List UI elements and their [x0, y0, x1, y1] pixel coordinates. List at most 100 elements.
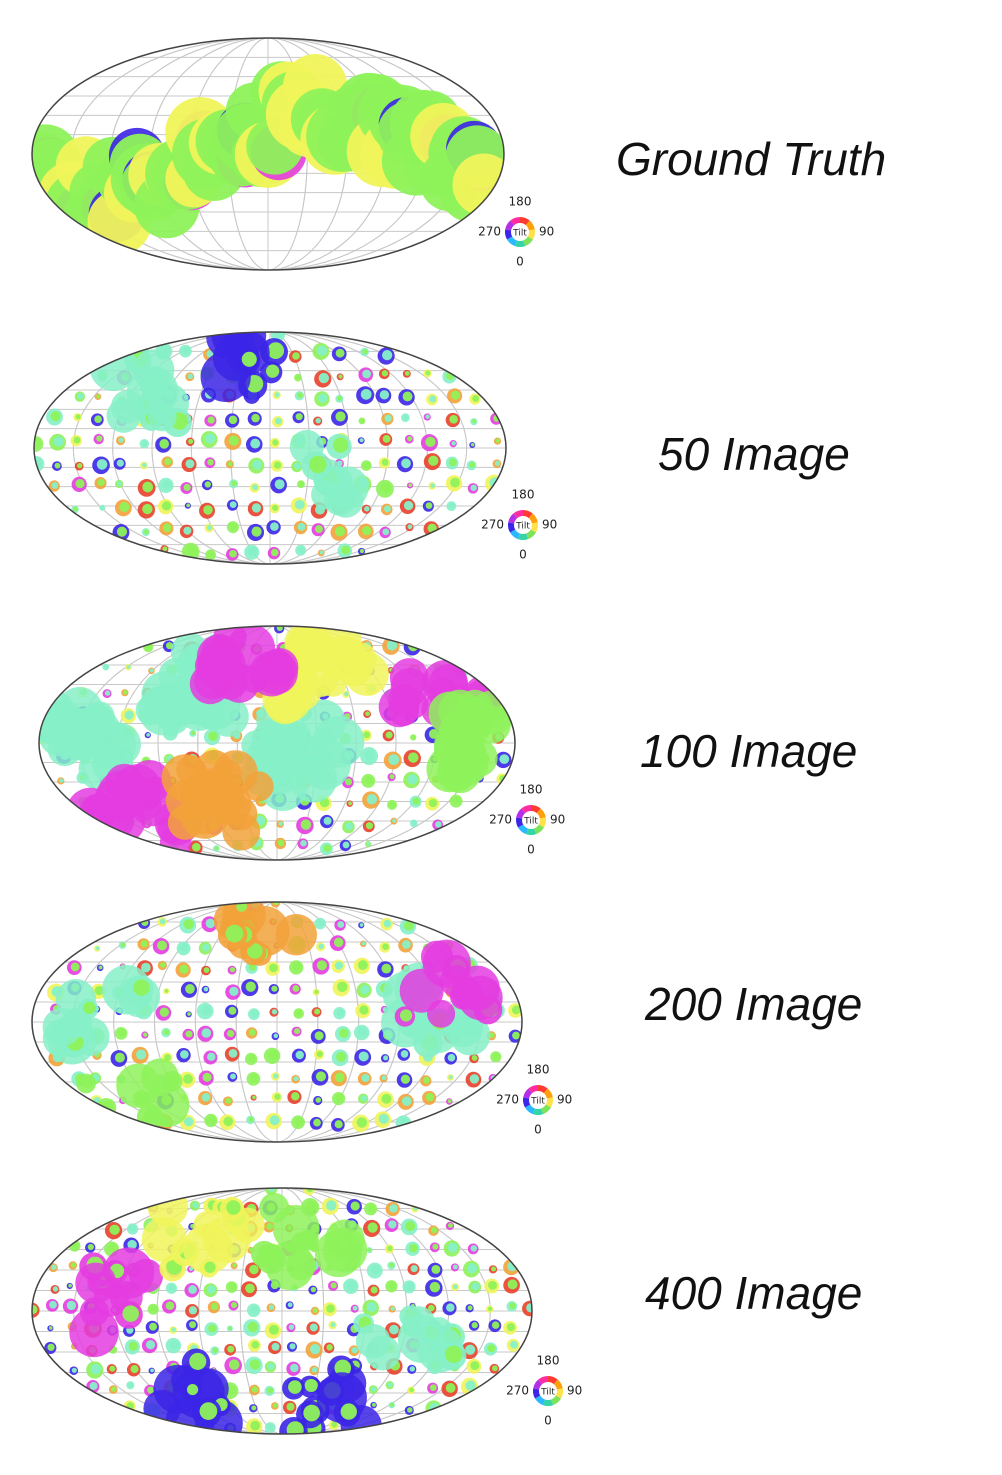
orientation-marker-core	[364, 506, 370, 512]
orientation-marker-core	[159, 918, 166, 925]
orientation-marker-core	[347, 1280, 357, 1291]
orientation-marker-core	[274, 479, 285, 490]
orientation-marker-core	[429, 1281, 441, 1293]
orientation-marker-core	[157, 940, 167, 951]
orientation-marker-core	[205, 433, 216, 444]
orientation-marker-core	[250, 1074, 259, 1083]
orientation-marker-core	[367, 1204, 376, 1213]
orientation-marker-core	[273, 461, 282, 469]
orientation-marker-core	[345, 822, 354, 831]
tilt-colorwheel: Tilt 180 0 270 90	[489, 783, 565, 857]
orientation-marker-core	[342, 841, 350, 849]
orientation-marker-core	[472, 419, 477, 424]
orientation-marker-core	[297, 392, 303, 399]
orientation-marker-core	[453, 1284, 458, 1290]
orientation-marker-core	[450, 477, 460, 488]
orientation-marker-core	[300, 819, 312, 830]
orientation-marker-core	[164, 458, 172, 465]
orientation-marker-core	[499, 754, 510, 765]
colorwheel-label-left: 270	[481, 518, 504, 532]
orientation-marker-core	[314, 1031, 324, 1041]
orientation-marker-core	[389, 801, 396, 808]
orientation-marker-core	[245, 1283, 255, 1294]
orientation-marker-core	[269, 1115, 280, 1126]
orientation-marker-core	[70, 962, 80, 972]
colorwheel-label-right: 90	[542, 518, 557, 532]
orientation-marker-core	[361, 941, 366, 946]
orientation-marker-core	[388, 1281, 396, 1290]
orientation-marker-core	[389, 774, 395, 780]
orientation-marker-core	[116, 459, 124, 467]
orientation-marker-core	[487, 1344, 496, 1353]
orientation-marker-core	[402, 391, 413, 402]
orientation-marker-core	[223, 1116, 233, 1127]
orientation-marker-core	[263, 1248, 282, 1267]
projection-area	[32, 38, 504, 270]
orientation-marker-core	[94, 986, 104, 996]
orientation-marker-core	[229, 501, 237, 508]
orientation-marker-core	[310, 1343, 321, 1355]
orientation-marker-core	[366, 1302, 377, 1313]
orientation-marker-core	[382, 528, 390, 536]
orientation-marker-core	[405, 1282, 414, 1291]
orientation-marker-core	[96, 435, 103, 442]
orientation-marker-core	[470, 442, 475, 447]
orientation-marker-core	[117, 481, 123, 487]
orientation-marker-core	[286, 1421, 304, 1434]
orientation-marker-core	[296, 1009, 303, 1017]
orientation-marker-core	[203, 967, 210, 974]
orientation-marker	[438, 689, 482, 733]
projection-outline	[31, 1187, 533, 1435]
orientation-marker	[77, 703, 116, 741]
orientation-marker-core	[449, 415, 458, 424]
orientation-marker-core	[228, 1006, 237, 1015]
orientation-marker-core	[114, 1052, 125, 1063]
orientation-marker-core	[382, 350, 393, 361]
orientation-marker-core	[447, 1099, 452, 1104]
orientation-marker-core	[208, 731, 219, 742]
orientation-marker-core	[214, 846, 219, 851]
orientation-marker-core	[507, 1279, 518, 1290]
orientation-marker-core	[383, 919, 392, 928]
orientation-marker-core	[492, 1365, 498, 1372]
orientation-marker-core	[122, 1305, 139, 1322]
orientation-marker-core	[269, 963, 278, 973]
colorwheel-label-right: 90	[567, 1384, 582, 1398]
orientation-marker-core	[127, 1239, 137, 1250]
orientation-marker-core	[292, 352, 300, 360]
orientation-marker-core	[251, 413, 260, 423]
orientation-marker-core	[248, 1054, 256, 1063]
orientation-marker-core	[425, 502, 433, 509]
orientation-marker-core	[371, 1386, 377, 1392]
orientation-marker-core	[323, 844, 332, 852]
orientation-marker-core	[291, 1092, 300, 1101]
orientation-marker-core	[338, 374, 343, 379]
orientation-marker-core	[380, 482, 392, 494]
orientation-marker-core	[273, 1033, 279, 1039]
orientation-marker	[42, 1007, 82, 1047]
orientation-marker-core	[94, 415, 102, 423]
orientation-marker-core	[252, 460, 263, 470]
orientation-marker-core	[124, 710, 134, 720]
orientation-marker-core	[251, 1405, 257, 1411]
orientation-marker-core	[250, 1420, 261, 1431]
orientation-marker-core	[359, 548, 365, 554]
orientation-marker-core	[297, 522, 306, 531]
orientation-marker-core	[205, 918, 216, 929]
colorwheel-label-bottom: 0	[534, 1123, 542, 1137]
orientation-marker-core	[203, 986, 209, 992]
orientation-marker-core	[225, 1097, 232, 1104]
orientation-marker-core	[366, 841, 371, 846]
orientation-marker-core	[382, 435, 391, 443]
orientation-marker-core	[119, 501, 130, 513]
orientation-marker	[389, 658, 429, 697]
orientation-marker-core	[383, 505, 391, 513]
orientation-marker-core	[207, 458, 214, 466]
projection-outline	[31, 37, 505, 271]
orientation-marker-core	[53, 436, 64, 447]
orientation-marker-core	[465, 1344, 476, 1355]
orientation-marker-core	[228, 1326, 233, 1331]
orientation-marker	[147, 402, 177, 432]
orientation-marker-core	[228, 415, 238, 425]
orientation-marker-core	[133, 979, 150, 996]
